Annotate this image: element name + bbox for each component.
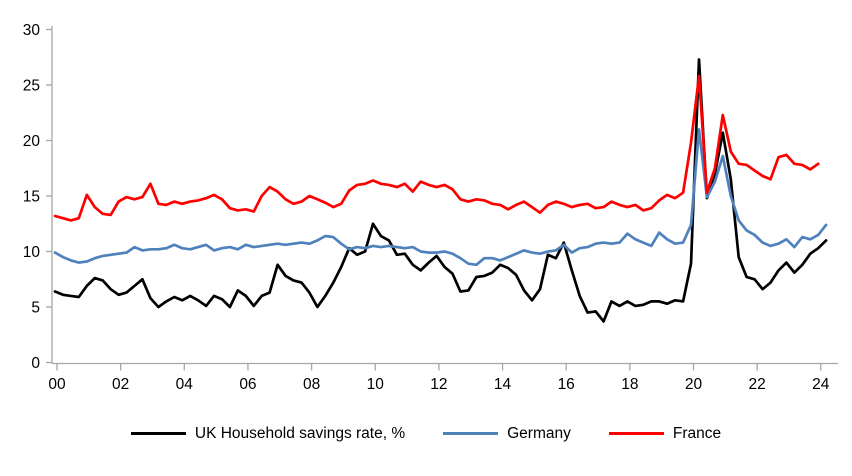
legend-item-germany: Germany	[443, 426, 571, 442]
legend-item-uk: UK Household savings rate, %	[130, 425, 406, 442]
x-tick-label: 24	[812, 376, 830, 393]
series-line-germany	[53, 128, 828, 267]
y-tick-label: 10	[23, 244, 41, 261]
x-tick-label: 12	[430, 376, 447, 393]
legend-label-uk: UK Household savings rate, %	[194, 425, 406, 442]
x-tick-label: 18	[621, 376, 638, 393]
y-tick-label: 20	[23, 133, 41, 150]
series-line-france	[53, 74, 820, 222]
y-tick-label: 30	[23, 22, 41, 39]
y-tick-label: 0	[31, 355, 40, 372]
legend-label-germany: Germany	[507, 425, 571, 442]
y-tick-label: 5	[31, 300, 40, 317]
x-tick-label: 14	[494, 376, 512, 393]
x-tick-label: 20	[685, 376, 703, 393]
germany-line-swatch	[443, 432, 499, 436]
x-tick-label: 04	[176, 376, 194, 393]
x-tick-label: 00	[48, 376, 66, 393]
x-tick-label: 22	[749, 376, 766, 393]
y-axis-ticks: 0 5 10 15 20 25 30	[23, 22, 52, 372]
x-tick-label: 06	[239, 376, 256, 393]
x-tick-label: 10	[367, 376, 385, 393]
chart-legend: UK Household savings rate, % Germany Fra…	[0, 426, 852, 442]
y-tick-label: 15	[23, 189, 40, 206]
legend-label-france: France	[672, 425, 722, 442]
uk-line-swatch	[130, 432, 186, 436]
legend-item-france: France	[608, 425, 722, 442]
series-lines	[53, 58, 828, 323]
x-axis-ticks: 00 02 04 06 08 10 12 14 16 18 20 22 24	[48, 363, 830, 393]
x-tick-label: 02	[112, 376, 129, 393]
axes	[51, 26, 838, 365]
x-tick-label: 08	[303, 376, 320, 393]
y-tick-label: 25	[23, 78, 40, 95]
x-tick-label: 16	[558, 376, 575, 393]
france-line-swatch	[608, 432, 664, 436]
